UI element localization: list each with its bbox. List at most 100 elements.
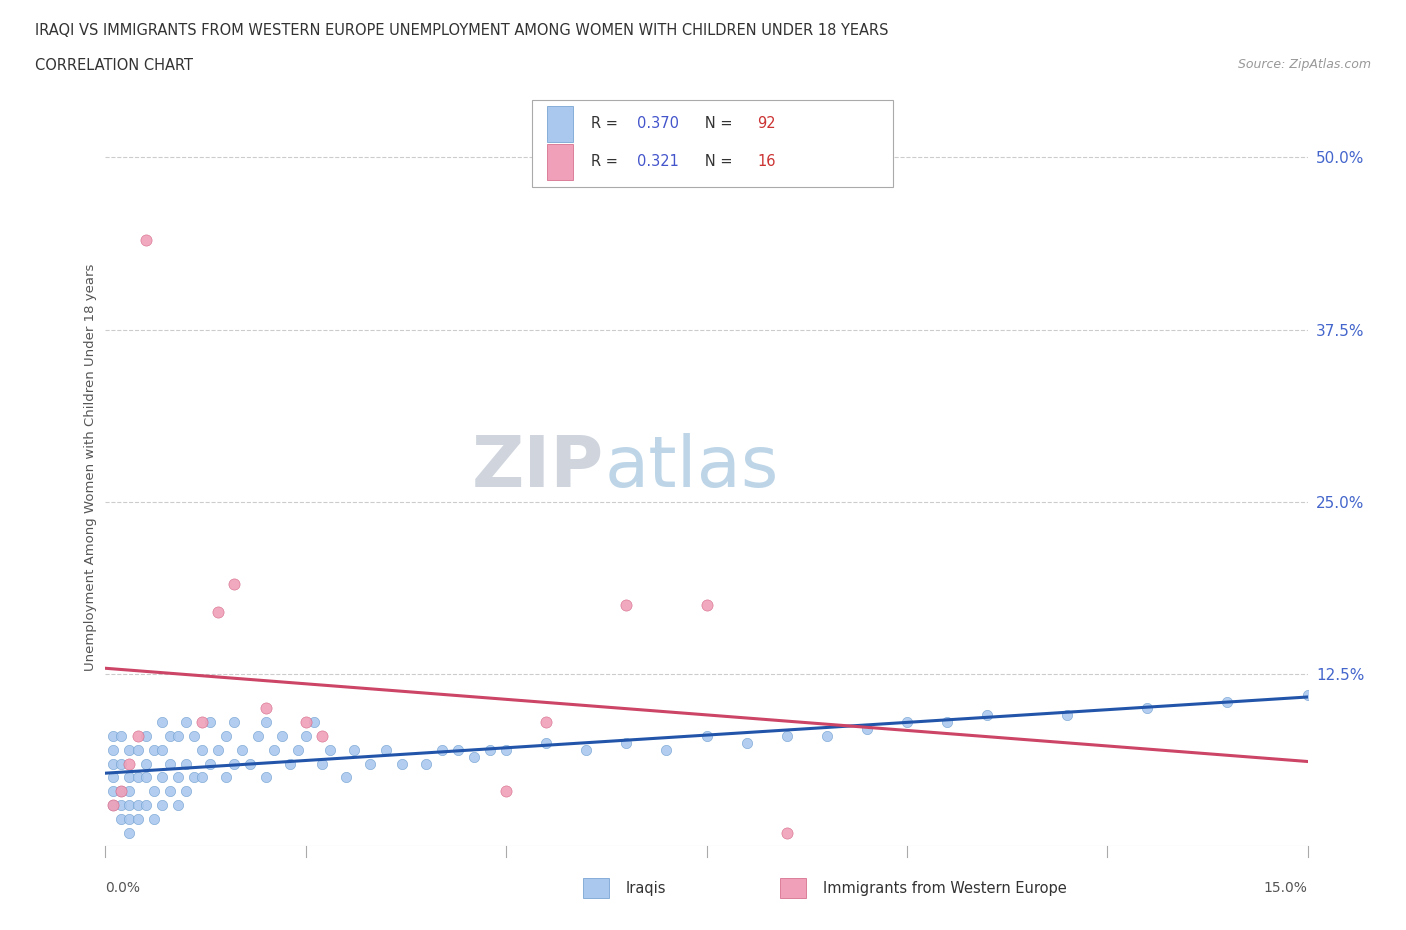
Point bbox=[103, 784, 125, 799]
Text: Source: ZipAtlas.com: Source: ZipAtlas.com bbox=[1237, 58, 1371, 71]
Point bbox=[110, 811, 132, 826]
Point bbox=[776, 728, 799, 743]
Point bbox=[302, 715, 325, 730]
Text: N =: N = bbox=[690, 116, 737, 131]
Point bbox=[534, 715, 557, 730]
Point bbox=[174, 756, 197, 771]
Point bbox=[222, 715, 245, 730]
Point bbox=[214, 728, 236, 743]
Point bbox=[174, 715, 197, 730]
Text: N =: N = bbox=[690, 154, 737, 169]
Point bbox=[110, 784, 132, 799]
Point bbox=[479, 742, 502, 757]
Text: 15.0%: 15.0% bbox=[1264, 881, 1308, 895]
Y-axis label: Unemployment Among Women with Children Under 18 years: Unemployment Among Women with Children U… bbox=[84, 263, 97, 671]
Point bbox=[343, 742, 366, 757]
Text: Iraqis: Iraqis bbox=[626, 881, 666, 896]
FancyBboxPatch shape bbox=[583, 878, 609, 898]
Point bbox=[976, 708, 998, 723]
Point bbox=[495, 742, 517, 757]
Point bbox=[135, 798, 157, 813]
Point bbox=[896, 715, 918, 730]
Point bbox=[214, 770, 236, 785]
Point bbox=[118, 770, 141, 785]
FancyBboxPatch shape bbox=[547, 106, 574, 142]
Point bbox=[495, 784, 517, 799]
Point bbox=[278, 756, 301, 771]
Text: CORRELATION CHART: CORRELATION CHART bbox=[35, 58, 193, 73]
Point bbox=[655, 742, 678, 757]
Point bbox=[1136, 701, 1159, 716]
Point bbox=[103, 742, 125, 757]
Point bbox=[311, 756, 333, 771]
Point bbox=[127, 770, 149, 785]
Point bbox=[254, 770, 277, 785]
Point bbox=[135, 232, 157, 247]
Point bbox=[616, 736, 638, 751]
Point bbox=[166, 798, 188, 813]
Text: 0.321: 0.321 bbox=[637, 154, 679, 169]
Point bbox=[150, 715, 173, 730]
Point bbox=[127, 811, 149, 826]
Text: Immigrants from Western Europe: Immigrants from Western Europe bbox=[823, 881, 1066, 896]
Point bbox=[616, 598, 638, 613]
Point bbox=[183, 728, 205, 743]
Point bbox=[135, 770, 157, 785]
Point bbox=[190, 715, 212, 730]
Point bbox=[110, 798, 132, 813]
Point bbox=[127, 728, 149, 743]
Point bbox=[463, 750, 485, 764]
Text: IRAQI VS IMMIGRANTS FROM WESTERN EUROPE UNEMPLOYMENT AMONG WOMEN WITH CHILDREN U: IRAQI VS IMMIGRANTS FROM WESTERN EUROPE … bbox=[35, 23, 889, 38]
Point bbox=[696, 598, 718, 613]
Point bbox=[1216, 694, 1239, 709]
Point bbox=[150, 770, 173, 785]
Point bbox=[127, 742, 149, 757]
Point bbox=[254, 701, 277, 716]
Point bbox=[239, 756, 262, 771]
FancyBboxPatch shape bbox=[533, 100, 893, 187]
Point bbox=[103, 798, 125, 813]
Point bbox=[174, 784, 197, 799]
Point bbox=[1056, 708, 1078, 723]
Text: ZIP: ZIP bbox=[472, 432, 605, 502]
Point bbox=[534, 736, 557, 751]
Point bbox=[415, 756, 437, 771]
Point bbox=[374, 742, 398, 757]
Point bbox=[735, 736, 758, 751]
Point bbox=[150, 742, 173, 757]
Point bbox=[159, 784, 181, 799]
Point bbox=[118, 825, 141, 840]
Point bbox=[319, 742, 342, 757]
Point bbox=[142, 742, 165, 757]
Point bbox=[118, 811, 141, 826]
Point bbox=[295, 715, 318, 730]
FancyBboxPatch shape bbox=[780, 878, 806, 898]
Point bbox=[118, 798, 141, 813]
Point bbox=[246, 728, 269, 743]
Point bbox=[127, 798, 149, 813]
Point bbox=[335, 770, 357, 785]
Text: atlas: atlas bbox=[605, 432, 779, 502]
Point bbox=[447, 742, 470, 757]
Point bbox=[110, 784, 132, 799]
Point bbox=[150, 798, 173, 813]
Point bbox=[207, 742, 229, 757]
Point bbox=[575, 742, 598, 757]
Point bbox=[287, 742, 309, 757]
Point bbox=[190, 742, 212, 757]
Point bbox=[359, 756, 381, 771]
FancyBboxPatch shape bbox=[547, 143, 574, 180]
Point bbox=[430, 742, 453, 757]
Text: R =: R = bbox=[591, 116, 623, 131]
Point bbox=[311, 728, 333, 743]
Point bbox=[142, 784, 165, 799]
Point bbox=[118, 756, 141, 771]
Point bbox=[110, 728, 132, 743]
Point bbox=[855, 722, 877, 737]
Point bbox=[198, 756, 221, 771]
Point bbox=[222, 577, 245, 591]
Point bbox=[135, 728, 157, 743]
Point bbox=[159, 728, 181, 743]
Point bbox=[103, 770, 125, 785]
Point bbox=[103, 728, 125, 743]
